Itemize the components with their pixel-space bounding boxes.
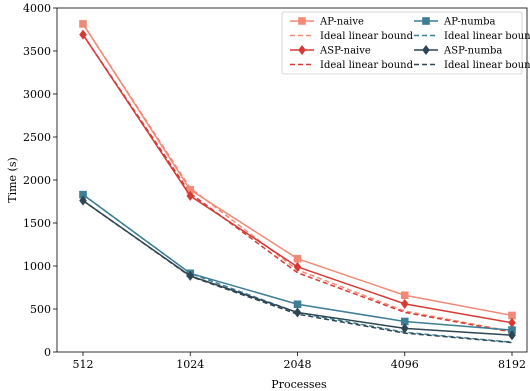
legend-entry: Ideal linear bound [290, 60, 414, 71]
y-tick-label: 0 [44, 346, 51, 359]
data-point [79, 195, 87, 206]
x-tick-label: 512 [73, 358, 94, 371]
legend: AP-naive Ideal linear bound ASP-naive Ideal… [281, 11, 530, 75]
legend-marker [298, 17, 306, 25]
data-point [186, 186, 195, 194]
legend-label: AP-naive [319, 17, 364, 28]
legend-entry: ASP-naive [290, 45, 371, 57]
x-tick-label: 1024 [176, 358, 204, 371]
data-point [293, 300, 302, 309]
data-point [79, 29, 87, 40]
data-point [79, 190, 87, 199]
y-tick-label: 2500 [23, 131, 51, 144]
data-point [79, 20, 87, 28]
axes: 0 500 1000 1500 2000 2500 3000 3500 4000 512 1024 2… [23, 2, 528, 371]
series-0 [79, 20, 516, 320]
data-point [508, 326, 516, 334]
y-axis-label: Time (s) [6, 157, 19, 203]
x-tick-label: 4096 [391, 358, 419, 371]
legend-box [281, 11, 523, 75]
data-point [400, 291, 409, 300]
x-axis-label: Processes [271, 378, 327, 391]
y-tick-label: 3500 [23, 45, 51, 58]
data-point [186, 270, 195, 281]
series-line [82, 34, 513, 324]
legend-entry: AP-naive [290, 17, 364, 28]
y-tick-label: 1000 [23, 260, 51, 273]
series-3 [82, 34, 513, 333]
data-point [293, 254, 302, 263]
y-tick-label: 2000 [23, 174, 51, 187]
legend-label: ASP-naive [319, 46, 371, 57]
plot-area [79, 20, 516, 344]
data-point [508, 311, 516, 320]
data-point [400, 298, 409, 309]
series-line [82, 34, 513, 333]
legend-entry: Ideal linear bound [414, 60, 530, 71]
x-tick-label: 8192 [498, 358, 526, 371]
legend-label: Ideal linear bound [320, 31, 414, 42]
y-tick-label: 4000 [23, 2, 51, 15]
legend-label: Ideal linear bound [444, 31, 530, 42]
legend-marker [422, 17, 430, 25]
legend-entry: AP-numba [414, 17, 496, 28]
data-point [400, 323, 409, 334]
legend-label: ASP-numba [443, 46, 502, 57]
series-2 [79, 29, 516, 328]
data-point [293, 261, 302, 272]
legend-marker [422, 45, 430, 55]
legend-label: AP-numba [443, 17, 496, 28]
data-point [508, 317, 516, 328]
series-6 [79, 195, 516, 341]
legend-entry: Ideal linear bound [414, 31, 530, 42]
data-point [400, 317, 409, 326]
legend-entry: Ideal linear bound [290, 31, 414, 42]
y-tick-label: 3000 [23, 88, 51, 101]
x-tick-label: 2048 [284, 358, 312, 371]
y-tick-label: 500 [30, 303, 51, 316]
y-tick-label: 1500 [23, 217, 51, 230]
legend-entry: ASP-numba [414, 45, 502, 57]
legend-marker [298, 45, 306, 55]
data-point [186, 190, 195, 201]
data-point [508, 330, 516, 341]
data-point [293, 307, 302, 318]
legend-label: Ideal linear bound [444, 60, 530, 71]
legend-label: Ideal linear bound [320, 60, 414, 71]
